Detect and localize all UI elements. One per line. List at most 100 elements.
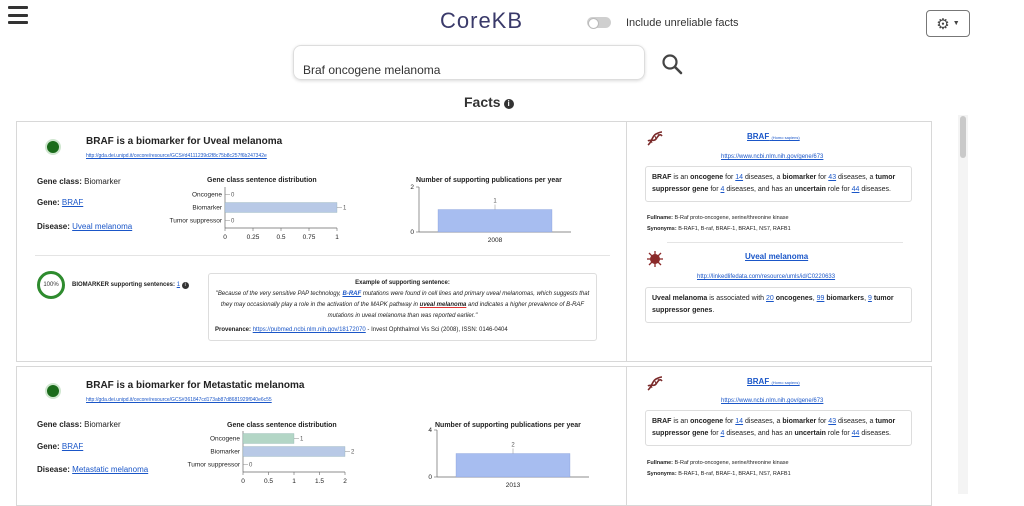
pub-chart-title: Number of supporting publications per ye…: [416, 177, 562, 184]
dist-chart-title: Gene class sentence distribution: [207, 177, 317, 184]
value-label: 1: [493, 199, 497, 205]
disease-link[interactable]: Uveal melanoma: [72, 222, 133, 231]
gene-synonyms: Synonyms: B-RAF1, B-raf, BRAF-1, BRAF1, …: [647, 226, 791, 232]
y-tick-label: 2: [410, 184, 414, 191]
gene-link[interactable]: BRAF: [61, 442, 84, 451]
gene-synonyms: Synonyms: B-RAF1, B-raf, BRAF-1, BRAF1, …: [647, 471, 791, 477]
y-tick-label: 0: [410, 229, 414, 236]
hamburger-icon[interactable]: [8, 6, 28, 24]
example-header: Example of supporting sentence:: [355, 280, 450, 286]
gene-class-row: Gene class: Biomarker: [37, 177, 121, 186]
disease-biomarker-count-link[interactable]: 99: [816, 295, 825, 302]
reliability-ring: 100%: [37, 271, 65, 299]
example-sentence-box: Example of supporting sentence: "Because…: [208, 273, 597, 341]
fact-title: BRAF is a biomarker for Uveal melanoma: [86, 136, 283, 147]
reliability-dot: [45, 383, 61, 399]
pub-chart-title: Number of supporting publications per ye…: [435, 422, 581, 429]
gene-url-link[interactable]: https://www.ncbi.nlm.nih.gov/gene/673: [721, 154, 824, 160]
category-label: Oncogene: [192, 192, 222, 199]
value-label: 2: [511, 443, 515, 449]
x-tick-label: 0.25: [247, 234, 260, 241]
info-icon[interactable]: i: [181, 282, 189, 289]
scrollbar-thumb[interactable]: [960, 116, 966, 158]
example-text: "Because of the very sensitive PAP techn…: [215, 291, 590, 319]
y-tick-label: 0: [428, 474, 432, 481]
biomarker-count-link[interactable]: 43: [828, 418, 837, 425]
gene-summary: BRAF is an oncogene for 14 diseases, a b…: [645, 410, 912, 446]
facts-heading: Facts i: [464, 94, 514, 110]
publications-per-year-chart: 0 2 1 2008: [410, 184, 571, 244]
gene-class-distribution-chart: Oncogene 0 Biomarker 1 Tumor suppressor 0 0 0.2…: [170, 187, 347, 241]
gene-class-distribution-chart: Oncogene 1 Biomarker 2 Tumor suppressor 0 0 0.5…: [188, 431, 355, 485]
bar: [455, 453, 571, 478]
oncogene-count-link[interactable]: 14: [735, 418, 744, 425]
uncertain-count-link[interactable]: 44: [851, 186, 860, 193]
supporting-sentences: BIOMARKER supporting sentences: 1 i: [72, 282, 189, 289]
caret-down-icon: ▼: [952, 20, 960, 27]
gene-summary: BRAF is an oncogene for 14 diseases, a b…: [645, 166, 912, 202]
fact-url[interactable]: http://gda.dei.unipd.it/cecore/resource/…: [86, 153, 267, 159]
logo: CoreKB: [440, 8, 524, 33]
fact-card: BRAF is a biomarker for Uveal melanoma h…: [16, 121, 627, 362]
gene-fullname: Fullname: B-Raf proto-oncogene, serine/t…: [647, 460, 789, 466]
provenance: Provenance: https://pubmed.ncbi.nlm.nih.…: [215, 327, 508, 333]
x-tick-label: 0: [241, 478, 245, 485]
category-label: Biomarker: [210, 449, 240, 456]
bar: [242, 446, 346, 457]
x-tick-label: 0.75: [303, 234, 316, 241]
gene-name-link[interactable]: BRAF (Homo sapiens): [747, 132, 800, 141]
dna-icon: [647, 131, 663, 146]
gear-icon: ⚙: [936, 15, 950, 33]
disease-oncogene-count-link[interactable]: 20: [766, 295, 774, 302]
category-label: Tumor suppressor: [188, 462, 241, 469]
publications-per-year-chart: 0 4 2 2013: [428, 427, 589, 489]
x-tick-label: 1: [335, 234, 339, 241]
disease-link[interactable]: Metastatic melanoma: [72, 465, 149, 474]
settings-button[interactable]: ⚙ ▼: [926, 10, 970, 37]
gene-name-link[interactable]: BRAF (Homo sapiens): [747, 377, 800, 386]
dist-chart-title: Gene class sentence distribution: [227, 422, 337, 429]
x-tick-label: 1.5: [315, 478, 324, 485]
gene-class-row: Gene class: Biomarker: [37, 420, 121, 429]
disease-name-link[interactable]: Uveal melanoma: [745, 252, 809, 261]
oncogene-count-link[interactable]: 14: [735, 174, 744, 181]
info-icon[interactable]: i: [503, 99, 514, 109]
category-label: Tumor suppressor: [170, 218, 223, 225]
fact-url[interactable]: http://gda.dei.unipd.it/cecore/resource/…: [86, 397, 272, 403]
gene-link[interactable]: BRAF: [61, 198, 84, 207]
x-tick-label: 2008: [488, 237, 503, 244]
disease-url-link[interactable]: http://linkedlifedata.com/resource/umls/…: [697, 274, 836, 280]
value-label: 1: [300, 437, 304, 443]
reliability-dot: [45, 139, 61, 155]
biomarker-count-link[interactable]: 43: [828, 174, 837, 181]
x-tick-label: 0.5: [276, 234, 285, 241]
scrollbar-track[interactable]: [958, 115, 968, 494]
search-icon[interactable]: [661, 53, 683, 75]
category-label: Biomarker: [192, 205, 222, 212]
provenance-link[interactable]: https://pubmed.ncbi.nlm.nih.gov/18172070: [252, 327, 366, 333]
bar: [437, 209, 553, 233]
value-label: 0: [231, 193, 235, 199]
divider: [667, 242, 903, 243]
disease-summary: Uveal melanoma is associated with 20 onc…: [645, 287, 912, 323]
entity-info-card: BRAF (Homo sapiens) https://www.ncbi.nlm…: [626, 366, 932, 506]
tsg-count-link[interactable]: 4: [720, 186, 725, 193]
category-label: Oncogene: [210, 436, 240, 443]
gene-url-link[interactable]: https://www.ncbi.nlm.nih.gov/gene/673: [721, 398, 824, 404]
x-tick-label: 0: [223, 234, 227, 241]
bar: [224, 202, 338, 213]
value-label: 0: [249, 463, 253, 469]
disease-tsg-count-link[interactable]: 9: [867, 295, 872, 302]
entity-info-card: BRAF (Homo sapiens) https://www.ncbi.nlm…: [626, 121, 932, 362]
bar: [242, 433, 295, 444]
toggle-label: Include unreliable facts: [626, 17, 739, 29]
x-tick-label: 2013: [506, 482, 521, 489]
value-label: 0: [231, 219, 235, 225]
search-input[interactable]: Braf oncogene melanoma: [293, 45, 645, 80]
supporting-count-link[interactable]: 1: [176, 282, 181, 288]
divider: [35, 255, 610, 256]
tsg-count-link[interactable]: 4: [720, 430, 725, 437]
x-tick-label: 0.5: [264, 478, 273, 485]
unreliable-facts-toggle[interactable]: [587, 17, 611, 29]
uncertain-count-link[interactable]: 44: [851, 430, 860, 437]
